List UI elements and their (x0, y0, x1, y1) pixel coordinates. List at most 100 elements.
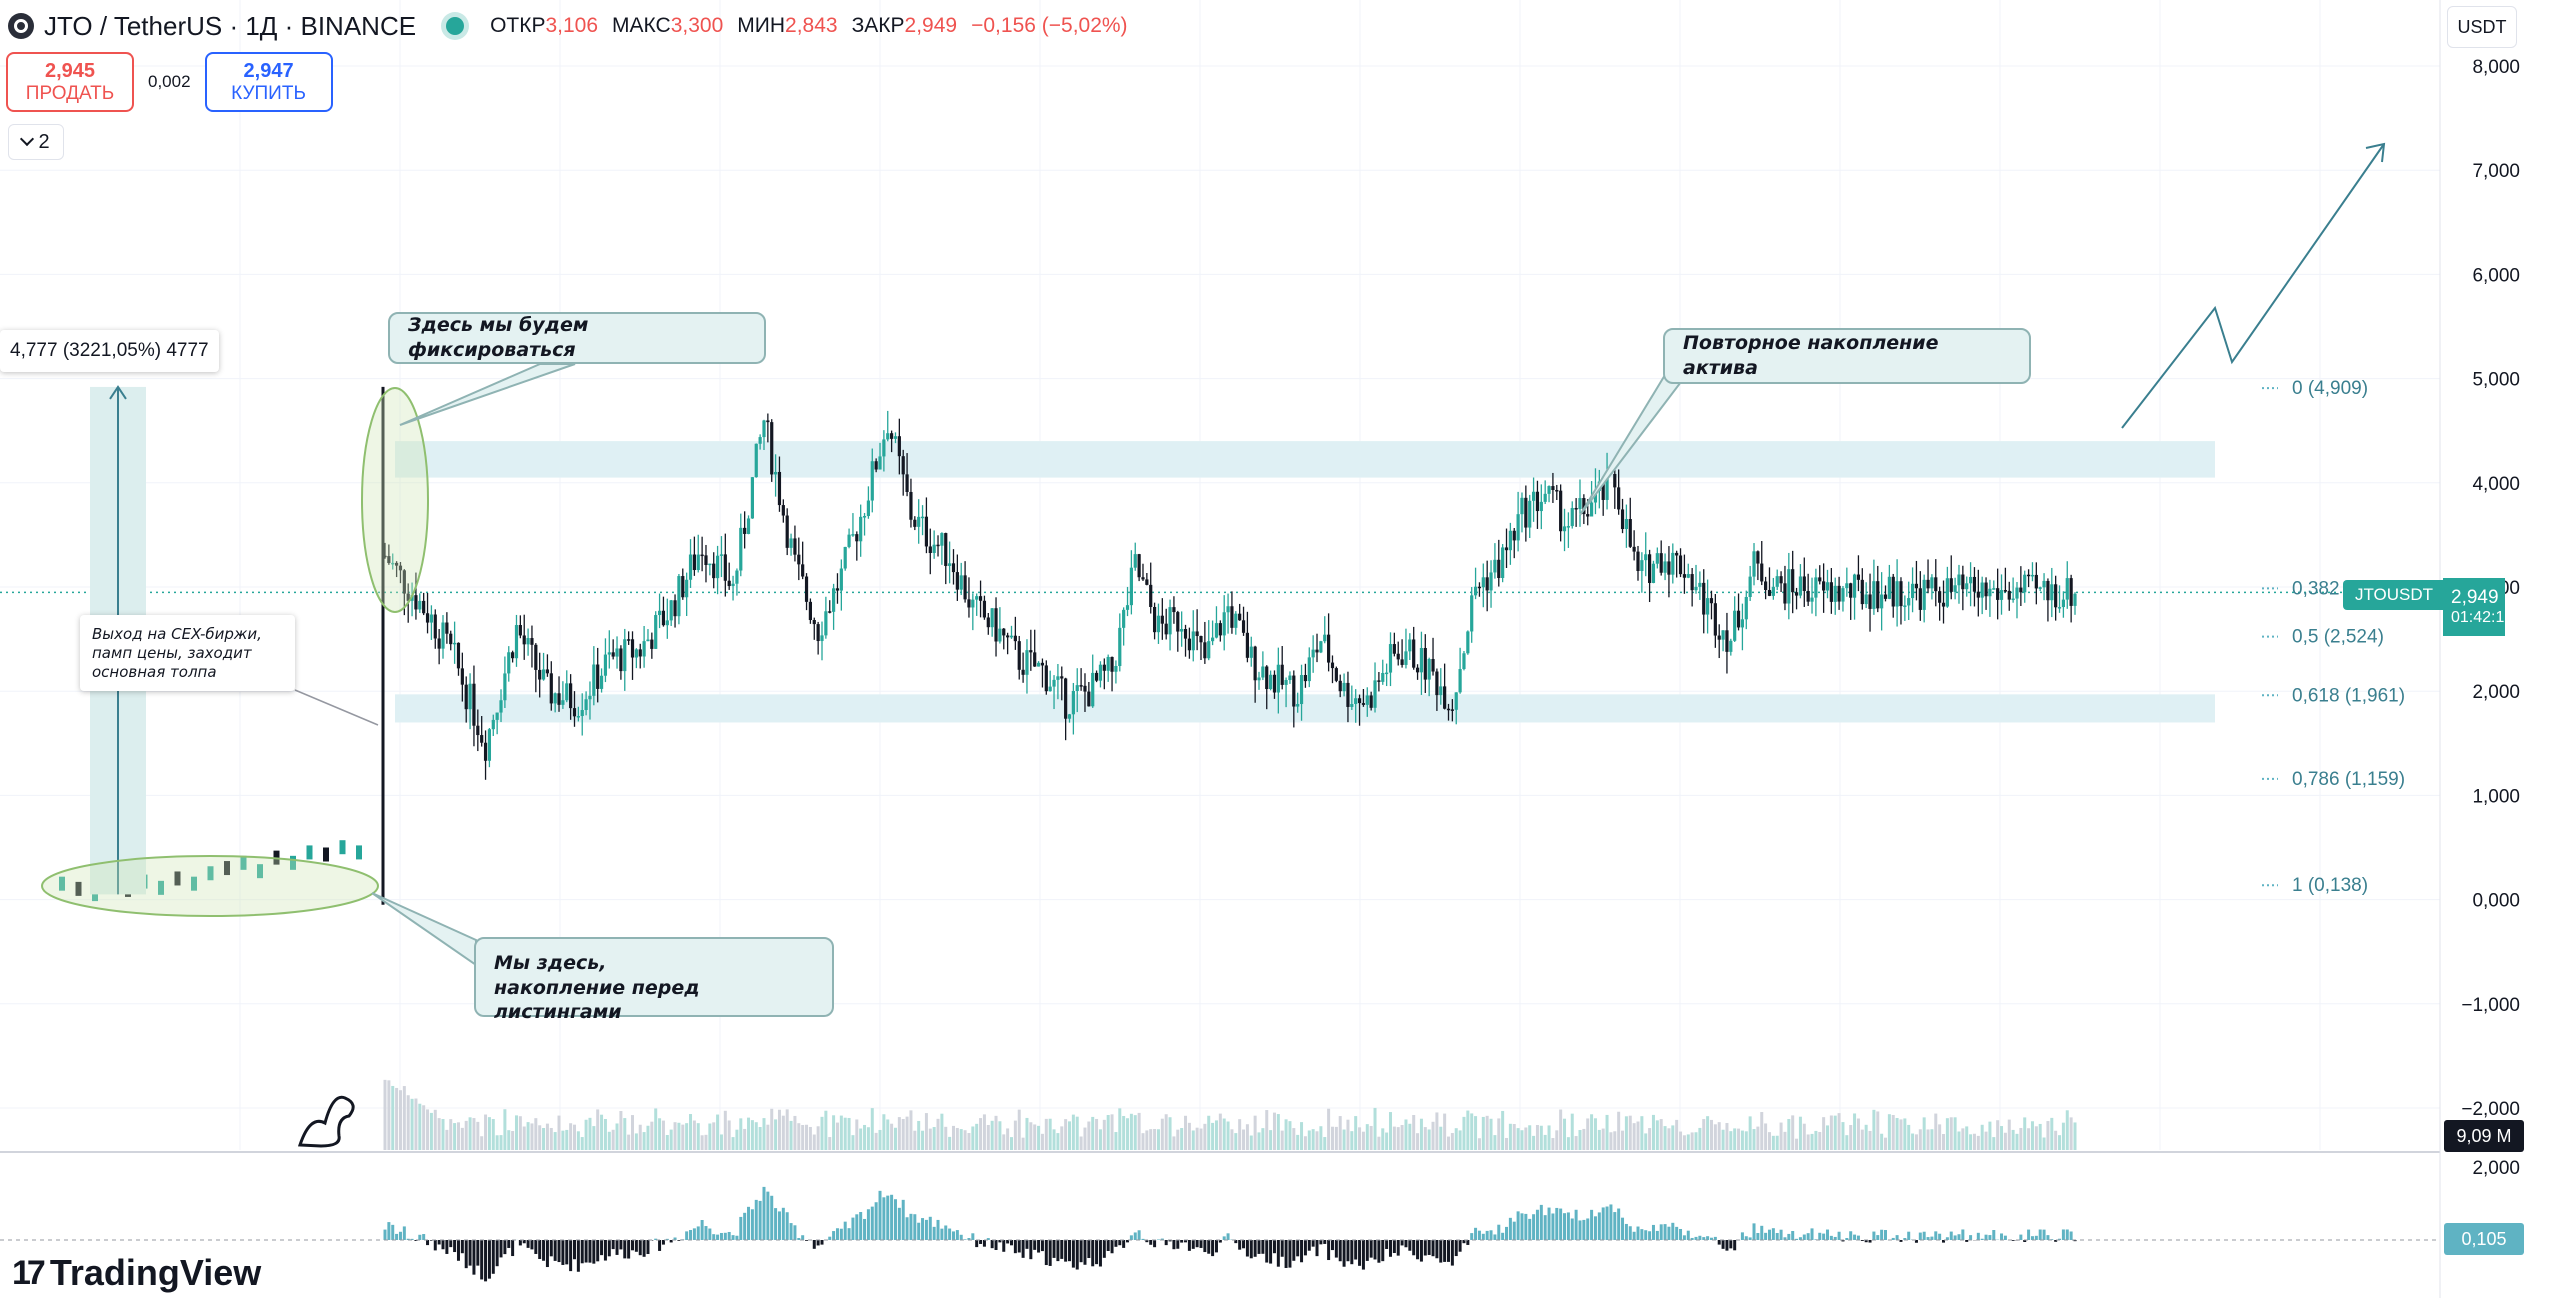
candle (615, 636, 619, 669)
buy-label: КУПИТЬ (231, 82, 306, 104)
volume-bar (1199, 1128, 1203, 1150)
oscillator-bar (1771, 1228, 1775, 1240)
candle (1234, 611, 1238, 635)
volume-bar (1292, 1128, 1296, 1150)
candle (1238, 603, 1242, 621)
candle-body (801, 564, 805, 577)
oscillator-bar (1980, 1238, 1984, 1240)
candle-body (1667, 561, 1671, 575)
candle-body (708, 563, 712, 566)
cex-note[interactable]: Выход на CEX-биржи, памп цены, заходит о… (80, 615, 295, 692)
candle-body (1740, 619, 1745, 628)
buy-button[interactable]: 2,947 КУПИТЬ (204, 52, 333, 112)
indicators-toggle-button[interactable]: 2 (8, 124, 64, 160)
volume-bar (1168, 1117, 1172, 1150)
oscillator-bar (1860, 1240, 1864, 1241)
candle (797, 537, 801, 581)
oscillator-bar (2000, 1233, 2004, 1240)
candle (731, 575, 735, 601)
oscillator-bar (739, 1216, 743, 1240)
volume-bar (789, 1120, 793, 1150)
candle (1466, 630, 1470, 655)
volume-bar (712, 1122, 716, 1150)
candle (1470, 587, 1474, 643)
volume-bar (1230, 1129, 1234, 1150)
candle (1752, 543, 1756, 586)
candle-body (1060, 676, 1064, 679)
volume-bar (897, 1117, 901, 1150)
volume-bar (677, 1122, 681, 1150)
candle-body (561, 700, 565, 705)
candle (1779, 571, 1783, 593)
candle-body (1702, 582, 1706, 615)
candle-body (557, 693, 561, 705)
candle-body (1122, 609, 1126, 628)
fix-callout[interactable]: Здесь мы будем фиксироваться (388, 312, 766, 364)
oscillator-bar (631, 1240, 635, 1251)
candle-body (499, 700, 503, 713)
volume-bar (1021, 1137, 1025, 1150)
oscillator-bar (948, 1228, 952, 1240)
currency-selector[interactable]: USDT (2447, 6, 2517, 48)
reaccumulation-callout[interactable]: Повторное накопление актива (1663, 328, 2031, 384)
candle (1125, 586, 1130, 617)
volume-bar (890, 1123, 894, 1150)
oscillator-bar (456, 1240, 460, 1261)
candle-body (1860, 579, 1864, 605)
oscillator-bar (1218, 1240, 1222, 1243)
candle-body (932, 544, 936, 553)
candle-body (607, 652, 611, 655)
volume-bar (1191, 1130, 1195, 1150)
volume-bar (1226, 1121, 1230, 1150)
oscillator-bar (673, 1237, 677, 1240)
volume-bar (661, 1120, 665, 1150)
volume-bar (1551, 1138, 1555, 1150)
oscillator-bar (1713, 1236, 1717, 1240)
oscillator-bar (2073, 1240, 2077, 1242)
tradingview-logo[interactable]: 17 TradingView (12, 1252, 261, 1294)
candle-body (414, 595, 418, 610)
candle (700, 536, 704, 572)
candle-body (746, 518, 751, 534)
volume-bar (1524, 1127, 1528, 1150)
candle-body (2019, 587, 2023, 593)
candle (1118, 613, 1122, 672)
volume-bar (545, 1123, 549, 1150)
candle (847, 528, 851, 549)
close-value: ЗАКР2,949 (851, 14, 958, 37)
volume-bar (1748, 1116, 1752, 1150)
oscillator-bar (654, 1238, 658, 1240)
candle (437, 629, 441, 665)
candle (1160, 598, 1164, 640)
candle (646, 629, 650, 642)
candle-body (2050, 584, 2054, 601)
candle (1887, 564, 1891, 600)
oscillator-bar (716, 1234, 720, 1240)
oscillator-bar (406, 1238, 410, 1240)
symbol-title[interactable]: JTO / TetherUS · 1Д · BINANCE (44, 10, 417, 41)
here-callout[interactable]: Мы здесь, накопление перед листингами (474, 937, 834, 1023)
volume-bar (1876, 1111, 1880, 1150)
oscillator-bar (1965, 1240, 1969, 1242)
prelisting-bar (158, 880, 164, 895)
volume-bar (1864, 1124, 1868, 1150)
candle (460, 652, 464, 702)
oscillator-bar (1330, 1240, 1334, 1251)
oscillator-bar (1988, 1235, 1992, 1240)
volume-bar (1597, 1129, 1601, 1150)
candle-body (1481, 577, 1485, 588)
sell-button[interactable]: 2,945 ПРОДАТЬ (6, 52, 134, 112)
candle (1810, 577, 1814, 614)
candle (592, 646, 596, 706)
volume-bar (727, 1120, 731, 1150)
candle-body (1528, 500, 1532, 528)
candle-body (1976, 591, 1980, 598)
candle-body (1744, 597, 1748, 620)
volume-bar (1377, 1136, 1381, 1150)
volume-bar (828, 1137, 832, 1150)
candle-body (1949, 578, 1953, 592)
candle (708, 563, 712, 576)
oscillator-bar (1118, 1240, 1122, 1246)
candle-body (1497, 559, 1501, 578)
